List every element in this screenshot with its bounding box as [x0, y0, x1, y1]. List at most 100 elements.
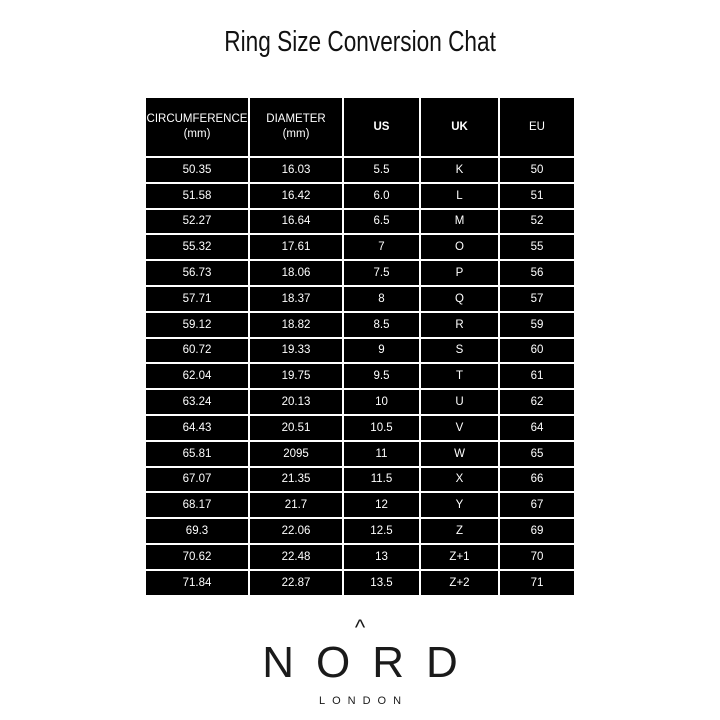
table-header-row: CIRCUMFERENCE (mm) DIAMETER (mm) US UK EU	[146, 98, 574, 156]
cell-us: 11	[344, 441, 419, 466]
table-row: 65.81 2095 11 W 65	[146, 441, 574, 466]
logo-caret-icon: ^	[354, 615, 366, 640]
cell-uk: U	[421, 390, 498, 414]
table-row: 71.84 22.87 13.5 Z+2 71	[146, 570, 574, 595]
cell-us: 7	[344, 235, 419, 260]
cell-diameter: 16.42	[250, 183, 342, 208]
table-row: 55.32 17.61 7 O 55	[146, 235, 574, 260]
cell-circumference: 64.43	[146, 415, 248, 440]
cell-circumference: 69.3	[146, 519, 248, 543]
cell-uk: Z+2	[421, 570, 498, 595]
table-row: 62.04 19.75 9.5 T 61	[146, 364, 574, 389]
table-row: 52.27 16.64 6.5 M 52	[146, 209, 574, 234]
cell-eu: 71	[500, 570, 574, 595]
cell-us: 13.5	[344, 570, 419, 595]
cell-us: 8	[344, 286, 419, 311]
cell-uk: X	[421, 467, 498, 492]
header-circumference: CIRCUMFERENCE (mm)	[146, 98, 248, 156]
cell-uk: K	[421, 158, 498, 182]
cell-eu: 65	[500, 441, 574, 466]
header-diameter: DIAMETER (mm)	[250, 98, 342, 156]
cell-uk: Z	[421, 519, 498, 543]
header-eu: EU	[500, 98, 574, 156]
cell-us: 13	[344, 544, 419, 569]
cell-uk: O	[421, 235, 498, 260]
cell-uk: S	[421, 338, 498, 363]
cell-us: 6.0	[344, 183, 419, 208]
header-us: US	[344, 98, 419, 156]
cell-uk: P	[421, 261, 498, 285]
cell-eu: 57	[500, 286, 574, 311]
cell-us: 10	[344, 390, 419, 414]
cell-uk: T	[421, 364, 498, 389]
cell-diameter: 21.7	[250, 493, 342, 518]
cell-eu: 51	[500, 183, 574, 208]
cell-uk: Y	[421, 493, 498, 518]
table-row: 51.58 16.42 6.0 L 51	[146, 183, 574, 208]
cell-diameter: 18.37	[250, 286, 342, 311]
cell-us: 8.5	[344, 312, 419, 337]
table-row: 68.17 21.7 12 Y 67	[146, 493, 574, 518]
cell-us: 6.5	[344, 209, 419, 234]
table-row: 67.07 21.35 11.5 X 66	[146, 467, 574, 492]
cell-diameter: 22.87	[250, 570, 342, 595]
cell-eu: 70	[500, 544, 574, 569]
cell-circumference: 67.07	[146, 467, 248, 492]
cell-diameter: 22.06	[250, 519, 342, 543]
cell-circumference: 62.04	[146, 364, 248, 389]
table-row: 50.35 16.03 5.5 K 50	[146, 158, 574, 182]
cell-eu: 64	[500, 415, 574, 440]
cell-us: 5.5	[344, 158, 419, 182]
cell-circumference: 60.72	[146, 338, 248, 363]
cell-us: 12	[344, 493, 419, 518]
cell-circumference: 65.81	[146, 441, 248, 466]
page-title: Ring Size Conversion Chat	[224, 26, 496, 58]
cell-diameter: 19.33	[250, 338, 342, 363]
cell-us: 11.5	[344, 467, 419, 492]
table-row: 56.73 18.06 7.5 P 56	[146, 261, 574, 285]
cell-us: 9.5	[344, 364, 419, 389]
cell-eu: 60	[500, 338, 574, 363]
cell-circumference: 55.32	[146, 235, 248, 260]
cell-eu: 61	[500, 364, 574, 389]
cell-circumference: 50.35	[146, 158, 248, 182]
cell-eu: 69	[500, 519, 574, 543]
table-row: 63.24 20.13 10 U 62	[146, 390, 574, 414]
cell-uk: V	[421, 415, 498, 440]
cell-uk: W	[421, 441, 498, 466]
cell-uk: L	[421, 183, 498, 208]
cell-circumference: 52.27	[146, 209, 248, 234]
cell-circumference: 59.12	[146, 312, 248, 337]
header-uk: UK	[421, 98, 498, 156]
cell-eu: 59	[500, 312, 574, 337]
table-row: 64.43 20.51 10.5 V 64	[146, 415, 574, 440]
table-row: 59.12 18.82 8.5 R 59	[146, 312, 574, 337]
cell-us: 10.5	[344, 415, 419, 440]
cell-diameter: 17.61	[250, 235, 342, 260]
brand-sublabel: LONDON	[318, 695, 409, 707]
cell-diameter: 21.35	[250, 467, 342, 492]
cell-diameter: 20.13	[250, 390, 342, 414]
cell-diameter: 16.03	[250, 158, 342, 182]
cell-eu: 56	[500, 261, 574, 285]
cell-us: 7.5	[344, 261, 419, 285]
cell-uk: M	[421, 209, 498, 234]
ring-size-table: CIRCUMFERENCE (mm) DIAMETER (mm) US UK EU …	[144, 96, 576, 597]
cell-circumference: 63.24	[146, 390, 248, 414]
cell-eu: 55	[500, 235, 574, 260]
cell-eu: 66	[500, 467, 574, 492]
cell-uk: R	[421, 312, 498, 337]
cell-circumference: 70.62	[146, 544, 248, 569]
cell-uk: Q	[421, 286, 498, 311]
table-row: 70.62 22.48 13 Z+1 70	[146, 544, 574, 569]
table-row: 60.72 19.33 9 S 60	[146, 338, 574, 363]
cell-us: 9	[344, 338, 419, 363]
cell-us: 12.5	[344, 519, 419, 543]
cell-diameter: 16.64	[250, 209, 342, 234]
cell-eu: 62	[500, 390, 574, 414]
cell-diameter: 18.82	[250, 312, 342, 337]
cell-diameter: 2095	[250, 441, 342, 466]
cell-diameter: 18.06	[250, 261, 342, 285]
cell-diameter: 19.75	[250, 364, 342, 389]
table-row: 57.71 18.37 8 Q 57	[146, 286, 574, 311]
